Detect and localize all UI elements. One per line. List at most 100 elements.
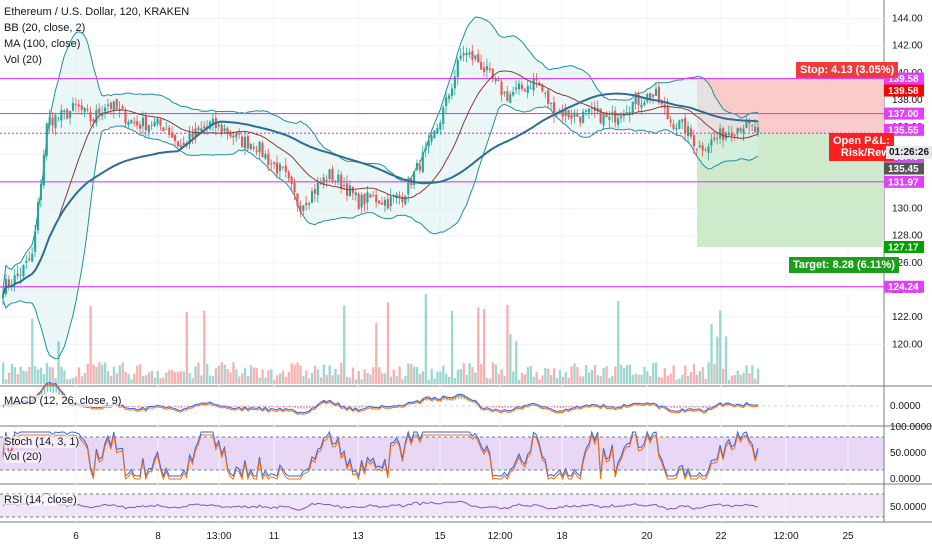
macd-hist xyxy=(690,406,693,408)
candle-body xyxy=(337,174,340,182)
macd-hist xyxy=(247,406,250,408)
volume-bar xyxy=(51,367,54,384)
macd-hist xyxy=(702,406,705,408)
candle-body xyxy=(127,122,130,126)
macd-hist xyxy=(416,400,419,403)
candle-body xyxy=(343,184,346,187)
open-pnl-box[interactable]: Open P&L: Risk/Rew xyxy=(829,133,894,161)
volume-bar xyxy=(232,362,235,384)
candle-body xyxy=(258,141,261,153)
volume-bar xyxy=(515,341,518,384)
macd-hist xyxy=(125,406,127,407)
risk-reward-label: Risk/Rew xyxy=(840,147,890,159)
volume-bar xyxy=(92,364,95,384)
volume-bar xyxy=(194,366,197,384)
macd-hist xyxy=(483,406,486,408)
macd-hist xyxy=(242,406,244,408)
macd-hist xyxy=(492,406,495,408)
position-tool[interactable] xyxy=(697,78,884,247)
volume-bar xyxy=(69,378,72,384)
price-tag xyxy=(884,240,924,253)
macd-hist xyxy=(457,394,460,400)
volume-bar xyxy=(302,376,305,384)
macd-hist xyxy=(52,384,55,393)
stop-label[interactable]: Stop: 4.13 (3.05%) xyxy=(796,62,899,78)
volume-bar xyxy=(34,366,37,384)
target-label[interactable]: Target: 8.28 (6.11%) xyxy=(789,257,899,273)
macd-hist xyxy=(311,406,314,407)
macd-hist xyxy=(562,406,565,409)
macd-label[interactable]: MACD (12, 26, close, 9) xyxy=(4,395,122,407)
candle-body xyxy=(101,113,104,117)
macd-hist xyxy=(207,403,209,405)
macd-hist xyxy=(673,406,675,408)
volume-bar xyxy=(325,375,328,384)
volume-bar xyxy=(197,362,200,384)
countdown-tag: 01:26:26 xyxy=(886,146,932,159)
volume-bar xyxy=(10,363,14,384)
volume-bar xyxy=(156,371,159,384)
macd-tick-label: 0.0000 xyxy=(890,401,921,412)
candle-body xyxy=(133,122,136,123)
candle-body xyxy=(363,193,366,205)
candle-body xyxy=(485,66,489,71)
rsi-label[interactable]: RSI (14, close) xyxy=(4,494,77,506)
candle-body xyxy=(436,128,439,134)
stoch-vol-label[interactable]: Vol (20) xyxy=(4,451,42,463)
macd-hist xyxy=(256,406,259,407)
candle-body xyxy=(386,199,389,209)
candle-body xyxy=(211,118,214,125)
bb-basis xyxy=(2,70,759,295)
macd-hist xyxy=(501,406,503,409)
indicator-bb-label[interactable]: BB (20, close, 2) xyxy=(4,22,86,34)
price-tick-label: 126.00 xyxy=(892,258,923,269)
volume-bar xyxy=(503,376,506,384)
candle-body xyxy=(270,163,273,165)
volume-bar xyxy=(19,366,22,384)
volume-bar xyxy=(689,371,693,384)
candle-body xyxy=(427,140,430,147)
volume-bar xyxy=(724,336,728,384)
candle-body xyxy=(2,294,5,299)
price-tick-label: 130.00 xyxy=(892,204,923,215)
candle-body xyxy=(462,53,465,56)
volume-bar xyxy=(558,369,562,384)
candle-body xyxy=(448,95,451,99)
indicator-ma-label[interactable]: MA (100, close) xyxy=(4,38,81,50)
candle-body xyxy=(730,133,733,137)
volume-bar xyxy=(462,363,465,384)
candle-body xyxy=(261,143,264,157)
stoch-tick-label: 0.0000 xyxy=(890,474,921,485)
volume-bar xyxy=(751,365,754,384)
price-tick-label: 142.00 xyxy=(892,41,923,52)
volume-bar xyxy=(299,365,302,384)
macd-hist xyxy=(553,406,556,408)
indicator-vol-label[interactable]: Vol (20) xyxy=(4,54,42,66)
volume-bar xyxy=(485,377,489,384)
volume-bar xyxy=(523,374,527,384)
candle-body xyxy=(742,128,745,134)
candle-body xyxy=(625,112,628,115)
candle-body xyxy=(139,124,142,129)
candle-body xyxy=(112,101,115,111)
candle-body xyxy=(369,194,372,198)
candle-body xyxy=(380,202,384,205)
time-tick-label: 13 xyxy=(352,531,364,542)
candle-body xyxy=(121,106,124,109)
volume-bar xyxy=(281,370,285,384)
volume-bar xyxy=(605,366,608,384)
candle-body xyxy=(608,116,611,120)
macd-hist xyxy=(131,406,133,407)
volume-bar xyxy=(684,365,687,384)
volume-bar xyxy=(634,373,637,384)
time-axis[interactable]: 6 8 13:00 11 13 15 12:00 18 20 22 12:00 25 xyxy=(73,531,854,542)
stoch-label[interactable]: Stoch (14, 3, 1) xyxy=(4,436,80,448)
volume-bar xyxy=(701,367,704,384)
volume-bar xyxy=(587,372,591,384)
volume-bar xyxy=(74,376,78,384)
candle-body xyxy=(328,169,331,180)
candle-body xyxy=(745,119,748,129)
candle-body xyxy=(652,94,655,97)
macd-hist xyxy=(323,400,326,403)
